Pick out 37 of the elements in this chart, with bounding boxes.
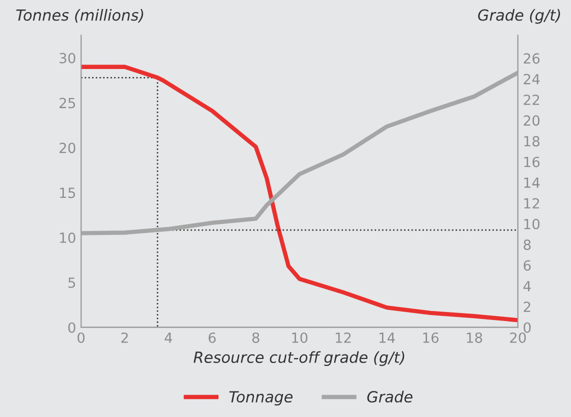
- y2-tick-label: 26: [524, 53, 540, 64]
- y2-tick-label: 24: [524, 74, 540, 84]
- x-tick-label: 2: [121, 332, 128, 343]
- x-axis-title: Resource cut-off grade (g/t): [194, 351, 404, 366]
- y-tick-label: 10: [60, 232, 76, 244]
- y-tick-label: 20: [60, 142, 76, 154]
- legend-label: Tonnage: [229, 391, 293, 406]
- legend-label: Grade: [367, 390, 412, 403]
- x-tick-label: 18: [466, 332, 482, 343]
- x-tick-label: 14: [380, 332, 395, 343]
- y2-tick-label: 16: [524, 156, 540, 168]
- y-tick-label: 5: [68, 278, 76, 288]
- y2-tick-label: 14: [524, 178, 540, 188]
- x-tick-label: 12: [336, 332, 351, 343]
- y2-tick-label: 4: [523, 281, 531, 292]
- y2-tick-label: 8: [524, 240, 531, 250]
- x-tick-label: 16: [423, 332, 438, 343]
- y2-tick-label: 12: [524, 198, 540, 208]
- x-tick-label: 4: [164, 332, 172, 343]
- y2-axis-title: Grade (g/t): [478, 8, 560, 24]
- y2-tick-label: 22: [524, 94, 540, 105]
- x-tick-label: 20: [510, 332, 526, 343]
- y-tick-label: 15: [60, 188, 76, 198]
- y2-tick-label: 20: [524, 115, 540, 126]
- x-tick-label: 6: [208, 332, 216, 343]
- y-tick-label: 30: [60, 52, 76, 64]
- y-axis-title: Tonnes (millions): [16, 8, 144, 23]
- x-tick-label: 8: [252, 332, 260, 343]
- x-tick-label: 0: [78, 332, 85, 343]
- y2-tick-label: 6: [524, 260, 531, 271]
- y2-tick-label: 10: [524, 218, 540, 230]
- y2-tick-label: 0: [524, 322, 531, 333]
- y-tick-label: 0: [68, 322, 76, 333]
- y2-tick-label: 18: [524, 136, 540, 146]
- y-tick-label: 25: [60, 98, 76, 108]
- y2-tick-label: 2: [524, 302, 530, 312]
- x-tick-label: 10: [292, 332, 308, 343]
